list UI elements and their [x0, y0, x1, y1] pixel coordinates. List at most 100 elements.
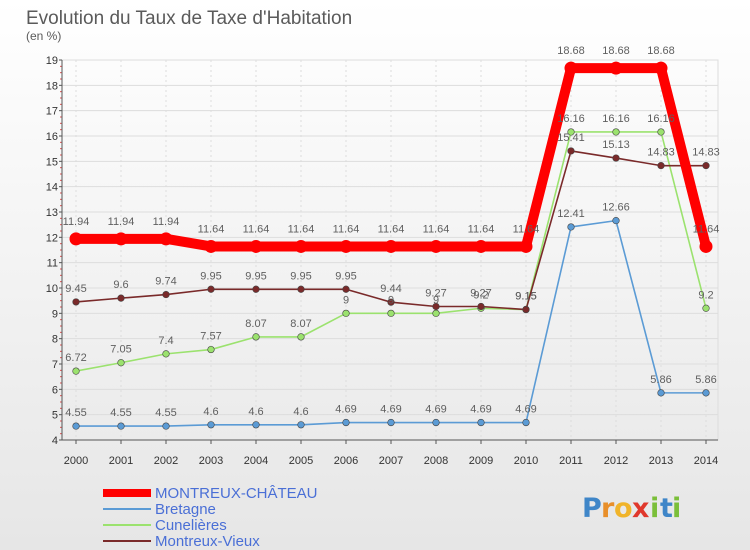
y-tick-label: 4 [52, 435, 58, 447]
y-tick-label: 9 [52, 308, 58, 320]
y-tick-label: 13 [46, 207, 58, 219]
data-label: 12.41 [557, 208, 585, 220]
data-point [162, 350, 170, 358]
data-point [162, 290, 170, 299]
x-tick-label: 2005 [289, 455, 313, 467]
data-label: 4.69 [335, 404, 356, 416]
data-label: 7.05 [110, 344, 131, 356]
data-point [657, 389, 665, 397]
data-point [612, 128, 620, 136]
x-tick-label: 2003 [199, 455, 223, 467]
data-label: 9.95 [335, 270, 356, 282]
data-point [522, 418, 530, 427]
logo-letter: r [601, 493, 615, 524]
logo-letter: P [582, 493, 602, 524]
data-label: 4.6 [203, 406, 218, 418]
data-point [339, 239, 353, 253]
data-point [249, 239, 263, 253]
data-point [429, 239, 443, 253]
data-label: 9.27 [470, 287, 491, 299]
data-point [654, 61, 668, 75]
data-label: 11.64 [513, 223, 540, 235]
data-label: 9.44 [380, 283, 401, 295]
data-label: 9.15 [515, 291, 536, 303]
data-point [297, 285, 305, 293]
data-label: 9.15 [515, 291, 536, 303]
data-label: 11.64 [333, 223, 360, 235]
data-label: 11.64 [423, 223, 450, 235]
data-label: 11.64 [378, 223, 405, 235]
data-point [702, 389, 710, 397]
data-label: 11.94 [108, 216, 135, 228]
data-label: 9.95 [245, 270, 266, 282]
data-label: 8.07 [290, 318, 311, 330]
data-label: 4.69 [380, 404, 401, 416]
chart-unit: (en %) [26, 29, 61, 43]
data-point [522, 305, 530, 314]
data-point [657, 128, 665, 136]
data-point [342, 309, 350, 317]
data-label: 4.55 [65, 407, 86, 419]
data-label: 15.41 [557, 132, 585, 144]
data-label: 4.55 [155, 407, 176, 419]
data-point [387, 418, 395, 427]
data-point [612, 154, 620, 162]
data-point [387, 298, 395, 306]
data-label: 8.07 [245, 318, 266, 330]
x-tick-label: 2012 [604, 455, 628, 467]
logo-letter: x [632, 493, 649, 524]
y-tick-label: 16 [46, 131, 58, 143]
x-tick-label: 2007 [379, 455, 403, 467]
data-label: 9 [388, 294, 394, 306]
data-point [252, 333, 260, 341]
data-point [612, 217, 620, 225]
data-label: 5.86 [650, 374, 671, 386]
data-label: 11.64 [468, 223, 495, 235]
data-point [564, 61, 578, 75]
data-labels: 11.94 11.94 11.94 11.64 11.64 11.64 11.64 11.64… [63, 45, 720, 419]
data-point [567, 223, 575, 231]
data-label: 4.69 [470, 404, 491, 416]
logo-letter: o [614, 493, 633, 524]
data-point [342, 285, 350, 293]
y-tick-label: 15 [46, 156, 58, 168]
data-point [72, 422, 80, 430]
series [69, 61, 713, 430]
data-point [72, 298, 80, 306]
data-label: 18.68 [602, 45, 630, 57]
data-label: 7.57 [200, 331, 221, 343]
data-point [297, 333, 305, 341]
x-tick-label: 2011 [559, 455, 583, 467]
axes: 4 5 6 7 8 9 10 11 12 13 14 15 16 17 18 19 2000 2001 2002 20… [46, 55, 718, 467]
y-tick-label: 17 [46, 106, 58, 118]
data-point [699, 239, 713, 253]
y-tick-label: 6 [52, 384, 58, 396]
data-label: 9.74 [155, 276, 176, 288]
data-point [432, 302, 440, 311]
y-tick-label: 19 [46, 55, 58, 67]
y-tick-label: 18 [46, 80, 58, 92]
legend: MONTREUX-CHÂTEAUBretagneCunelièresMontre… [103, 485, 318, 550]
data-point [207, 345, 215, 354]
y-tick-label: 11 [47, 258, 58, 270]
data-point [519, 239, 533, 253]
data-label: 12.66 [602, 202, 630, 214]
data-label: 9 [343, 294, 349, 306]
data-label: 11.64 [243, 223, 270, 235]
data-point [294, 239, 308, 253]
data-label: 18.68 [557, 45, 585, 57]
data-point [477, 418, 485, 427]
data-label: 9.95 [200, 270, 221, 282]
data-label: 4.6 [248, 406, 263, 418]
data-label: 11.64 [693, 223, 720, 235]
data-point [474, 239, 488, 253]
data-point [114, 232, 128, 246]
logo-letter: t [660, 493, 673, 524]
y-tick-label: 8 [52, 334, 58, 346]
data-label: 4.6 [293, 406, 308, 418]
data-label: 9.2 [473, 289, 488, 301]
data-point [432, 309, 440, 317]
